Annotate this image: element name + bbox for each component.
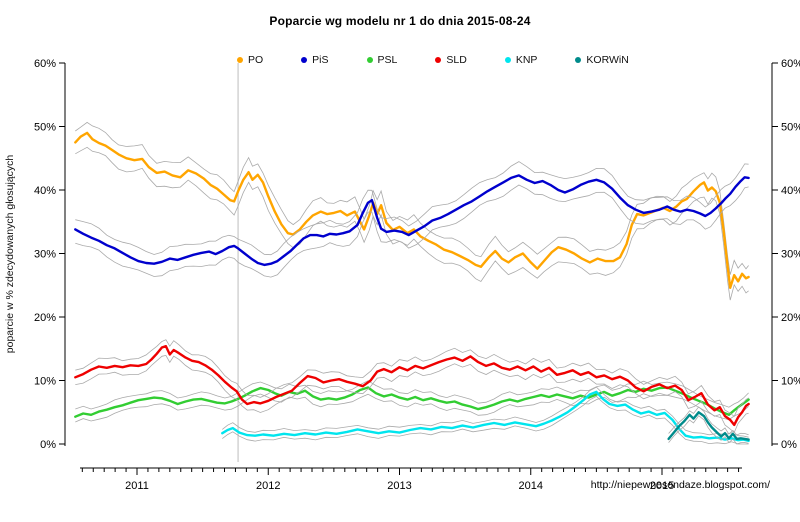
- series-sld: [74, 339, 750, 434]
- series-line-sld: [74, 345, 750, 427]
- chart-title: Poparcie wg modelu nr 1 do dnia 2015-08-…: [269, 14, 531, 28]
- series-korwin: [667, 406, 750, 445]
- y-axis-tick-label: 60%: [34, 58, 56, 70]
- x-axis-year-label: 2014: [519, 480, 543, 492]
- legend-label-po: PO: [248, 54, 264, 66]
- y-axis-tick-label: 30%: [34, 249, 56, 261]
- y-axis-tick-label: 30%: [781, 249, 800, 261]
- chart-legend: PO PiS PSL SLD KNP KORWiN: [237, 54, 629, 66]
- legend-dot-korwin: [575, 57, 582, 63]
- source-url: http://niepewnesondaze.blogspot.com/: [590, 479, 770, 491]
- legend-dot-sld: [435, 57, 442, 63]
- series-line-korwin: [667, 411, 750, 441]
- x-axis: 2011 2012 2013 2014 2015: [80, 467, 742, 492]
- ci-upper-line: [222, 386, 749, 438]
- y-axis-tick-label: 50%: [781, 122, 800, 134]
- legend-dot-po: [237, 57, 243, 63]
- x-axis-year-label: 2011: [125, 480, 149, 492]
- ci-upper-line: [668, 406, 749, 436]
- y-axis-tick-label: 50%: [34, 122, 56, 134]
- series-line-po: [74, 131, 750, 289]
- legend-label-psl: PSL: [377, 54, 398, 66]
- legend-label-knp: KNP: [515, 54, 538, 66]
- y-axis-left: 0% 10% 20% 30% 40% 50% 60%: [34, 58, 66, 451]
- y-axis-tick-label: 40%: [781, 185, 800, 197]
- ci-lower-line: [75, 146, 749, 301]
- legend-item-po: PO: [237, 54, 263, 66]
- y-axis-tick-label: 20%: [781, 312, 800, 324]
- series-pis: [74, 161, 750, 278]
- ci-lower-line: [75, 184, 749, 278]
- legend-item-psl: PSL: [366, 54, 398, 66]
- series-po: [74, 121, 750, 301]
- legend-item-sld: SLD: [435, 54, 467, 66]
- y-axis-tick-label: 40%: [34, 185, 56, 197]
- x-axis-year-label: 2015: [650, 480, 674, 492]
- legend-label-sld: SLD: [446, 54, 467, 66]
- ci-lower-line: [75, 354, 749, 434]
- legend-item-knp: KNP: [504, 54, 538, 66]
- y-axis-tick-label: 60%: [781, 58, 800, 70]
- legend-item-korwin: KORWiN: [575, 54, 629, 66]
- legend-label-korwin: KORWiN: [586, 54, 629, 66]
- x-axis-year-label: 2013: [387, 480, 411, 492]
- y-axis-right: 0% 10% 20% 30% 40% 50% 60%: [771, 58, 800, 451]
- legend-label-pis: PiS: [312, 54, 329, 66]
- y-axis-tick-label: 0%: [40, 439, 56, 451]
- legend-dot-knp: [504, 57, 511, 63]
- legend-item-pis: PiS: [301, 54, 329, 66]
- y-axis-tick-label: 0%: [781, 439, 797, 451]
- ci-lower-line: [668, 415, 749, 445]
- ci-upper-line: [75, 380, 749, 410]
- y-axis-tick-label: 10%: [781, 376, 800, 388]
- y-axis-tick-label: 10%: [34, 376, 56, 388]
- ci-upper-line: [75, 339, 749, 418]
- series-line-knp: [221, 390, 750, 442]
- ci-upper-line: [75, 121, 749, 275]
- x-axis-year-label: 2012: [256, 480, 280, 492]
- series-line-pis: [74, 174, 750, 267]
- legend-dot-psl: [366, 57, 373, 63]
- ci-upper-line: [75, 161, 749, 256]
- ci-lower-line: [75, 393, 749, 423]
- legend-dot-pis: [301, 57, 308, 63]
- y-axis-tick-label: 20%: [34, 312, 56, 324]
